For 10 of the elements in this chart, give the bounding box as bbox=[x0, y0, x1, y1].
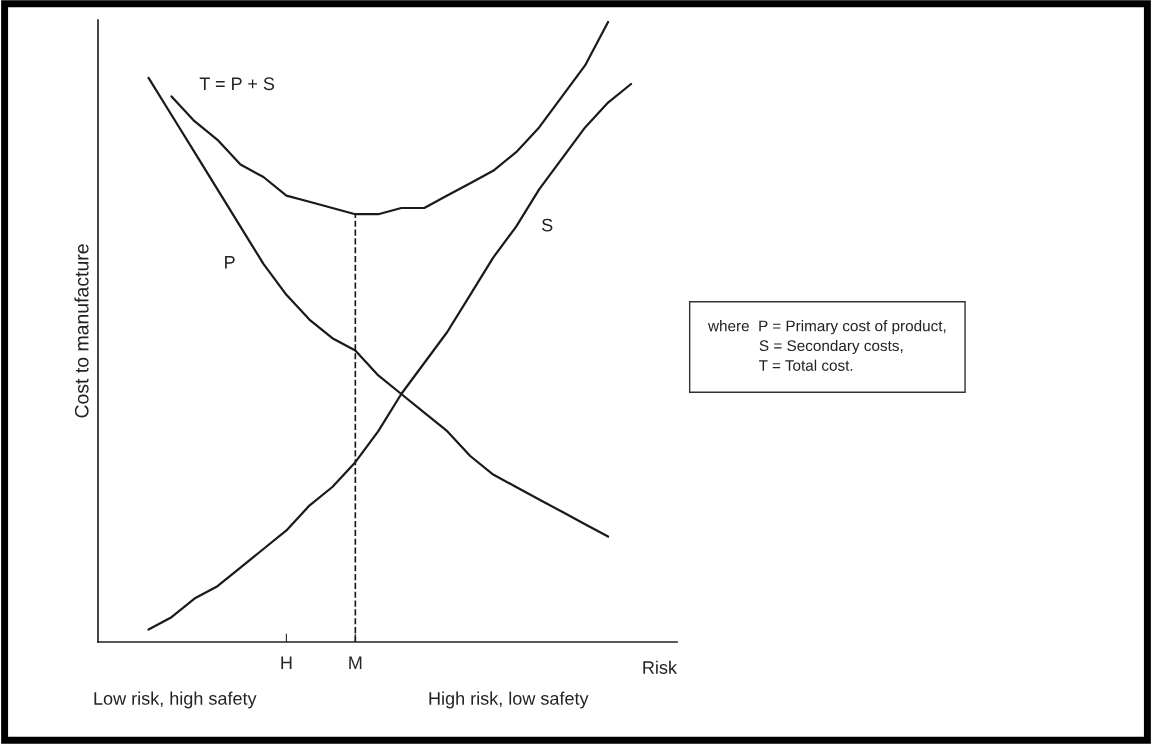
text: where P = Primary cost of product, S = Secondary costs, T = Total cost. bbox=[707, 320, 946, 371]
text: High risk, low safety bbox=[429, 691, 589, 709]
x-axis-title: Risk bbox=[643, 660, 678, 674]
series-label: P bbox=[225, 256, 235, 269]
series-label: S bbox=[541, 218, 553, 232]
x-tick-label: M bbox=[349, 656, 362, 669]
text: Low risk, high safety bbox=[94, 691, 257, 709]
y-axis-title: Cost to manufacture bbox=[74, 244, 89, 418]
series-label: T = P + S bbox=[199, 77, 275, 91]
x-tick-label: H bbox=[281, 656, 292, 669]
